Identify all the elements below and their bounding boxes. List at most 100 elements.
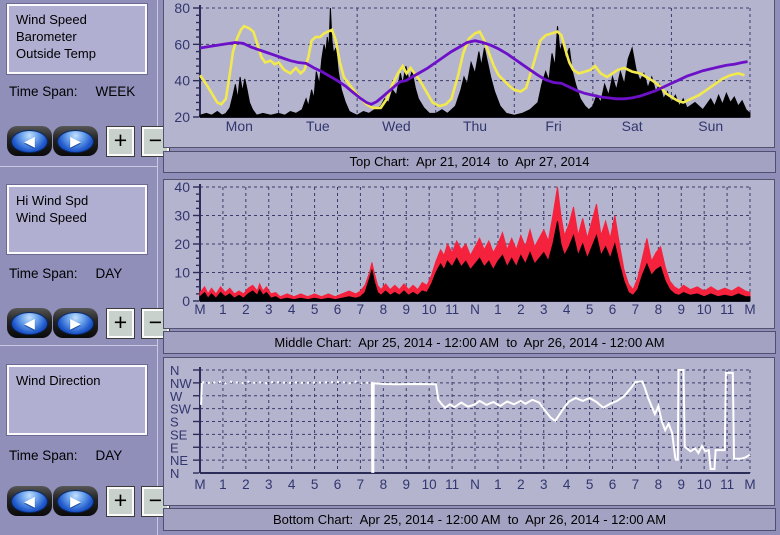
list-item[interactable]: Hi Wind Spd <box>16 193 89 208</box>
svg-text:1: 1 <box>219 477 227 492</box>
bottom-chart-panel[interactable]: N NE E SE S SW W NW N M 1 2 3 4 5 6 7 8 9 10 11 N 1 2 3 4 5 6 7 8 9 10 1… <box>163 357 775 506</box>
middle-chart-panel[interactable]: 0 10 20 30 40 M 1 2 3 4 5 6 7 8 9 10 11 N 1 2 3 4 5 6 7 8 9 10 11 M <box>163 179 775 329</box>
svg-text:6: 6 <box>334 302 342 317</box>
svg-text:10: 10 <box>422 302 437 317</box>
middle-chart-status-bar: Middle Chart: Apr 25, 2014 - 12:00 AM to… <box>163 331 776 354</box>
svg-text:7: 7 <box>632 302 640 317</box>
list-item[interactable]: Wind Direction <box>16 373 101 388</box>
svg-text:2: 2 <box>242 477 250 492</box>
svg-text:9: 9 <box>402 302 410 317</box>
list-item[interactable]: Wind Speed <box>16 210 87 225</box>
zoom-in-button[interactable]: + <box>107 126 134 156</box>
svg-text:2: 2 <box>517 477 525 492</box>
svg-text:N: N <box>470 302 480 317</box>
svg-text:6: 6 <box>609 302 617 317</box>
svg-text:M: M <box>194 302 205 317</box>
time-span-value: DAY <box>95 266 123 281</box>
svg-text:11: 11 <box>720 302 734 317</box>
svg-text:W: W <box>170 389 183 404</box>
svg-text:10: 10 <box>174 265 190 281</box>
next-button[interactable]: ▶ <box>53 126 98 156</box>
svg-text:3: 3 <box>540 477 548 492</box>
svg-text:11: 11 <box>445 302 459 317</box>
svg-text:6: 6 <box>334 477 342 492</box>
list-item[interactable]: Barometer <box>16 29 77 44</box>
forward-arrow-icon: ▶ <box>57 489 94 513</box>
prev-button[interactable]: ◀ <box>7 308 52 338</box>
forward-arrow-icon: ▶ <box>57 311 94 335</box>
svg-text:5: 5 <box>311 302 319 317</box>
top-chart-panel[interactable]: 20 40 60 80 Mon Tue Wed Thu Fri Sat Sun <box>163 0 775 148</box>
svg-text:4: 4 <box>563 477 571 492</box>
svg-text:80: 80 <box>174 0 190 16</box>
svg-text:10: 10 <box>697 302 712 317</box>
svg-text:M: M <box>194 477 205 492</box>
time-span-label: Time Span: <box>9 266 78 281</box>
time-span-top: Time Span: WEEK <box>9 84 135 99</box>
svg-text:4: 4 <box>563 302 571 317</box>
svg-text:Mon: Mon <box>226 118 253 134</box>
time-span-label: Time Span: <box>9 84 78 99</box>
svg-text:11: 11 <box>720 477 734 492</box>
sidebar-divider <box>0 166 157 167</box>
prev-button[interactable]: ◀ <box>7 486 52 516</box>
series-listbox-middle[interactable]: Hi Wind Spd Wind Speed <box>7 185 147 254</box>
list-item[interactable]: Outside Temp <box>16 46 96 61</box>
svg-text:Tue: Tue <box>306 118 330 134</box>
svg-text:7: 7 <box>632 477 640 492</box>
zoom-in-button[interactable]: + <box>107 486 134 516</box>
svg-text:9: 9 <box>677 477 685 492</box>
svg-text:8: 8 <box>380 477 388 492</box>
plus-icon: + <box>113 126 128 153</box>
svg-text:40: 40 <box>174 180 190 195</box>
controls-middle: ◀ ▶ + − <box>7 308 169 338</box>
next-button[interactable]: ▶ <box>53 308 98 338</box>
svg-text:N: N <box>170 466 179 481</box>
time-span-value: DAY <box>95 448 123 463</box>
svg-text:7: 7 <box>357 477 365 492</box>
svg-text:3: 3 <box>540 302 548 317</box>
svg-text:SW: SW <box>170 402 192 417</box>
svg-text:2: 2 <box>242 302 250 317</box>
series-listbox-top[interactable]: Wind Speed Barometer Outside Temp <box>7 4 147 74</box>
sidebar: Wind Speed Barometer Outside Temp Time S… <box>0 0 169 535</box>
series-listbox-bottom[interactable]: Wind Direction <box>7 365 147 435</box>
prev-button[interactable]: ◀ <box>7 126 52 156</box>
back-arrow-icon: ◀ <box>11 129 48 153</box>
svg-text:E: E <box>170 440 179 455</box>
svg-text:9: 9 <box>677 302 685 317</box>
svg-text:M: M <box>744 302 755 317</box>
back-arrow-icon: ◀ <box>11 311 48 335</box>
svg-text:M: M <box>744 477 755 492</box>
svg-text:1: 1 <box>494 302 502 317</box>
svg-text:40: 40 <box>174 73 190 89</box>
back-arrow-icon: ◀ <box>11 489 48 513</box>
svg-text:1: 1 <box>219 302 227 317</box>
plus-icon: + <box>113 308 128 335</box>
controls-bottom: ◀ ▶ + − <box>7 486 169 516</box>
zoom-in-button[interactable]: + <box>107 308 134 338</box>
svg-text:7: 7 <box>357 302 365 317</box>
svg-text:3: 3 <box>265 302 273 317</box>
minus-icon: − <box>148 126 163 153</box>
svg-text:Fri: Fri <box>545 118 561 134</box>
svg-text:N: N <box>470 477 480 492</box>
top-chart-status-bar: Top Chart: Apr 21, 2014 to Apr 27, 2014 <box>163 151 776 173</box>
list-item[interactable]: Wind Speed <box>16 12 87 27</box>
time-span-bottom: Time Span: DAY <box>9 448 122 463</box>
svg-text:N: N <box>170 363 179 378</box>
svg-text:SE: SE <box>170 427 188 442</box>
top-chart-canvas[interactable]: 20 40 60 80 Mon Tue Wed Thu Fri Sat Sun <box>164 0 774 146</box>
time-span-label: Time Span: <box>9 448 78 463</box>
svg-text:10: 10 <box>422 477 437 492</box>
svg-text:20: 20 <box>174 109 190 125</box>
svg-text:Wed: Wed <box>382 118 411 134</box>
next-button[interactable]: ▶ <box>53 486 98 516</box>
svg-text:NE: NE <box>170 453 188 468</box>
plus-icon: + <box>113 486 128 513</box>
svg-text:5: 5 <box>311 477 319 492</box>
svg-text:20: 20 <box>174 236 190 252</box>
